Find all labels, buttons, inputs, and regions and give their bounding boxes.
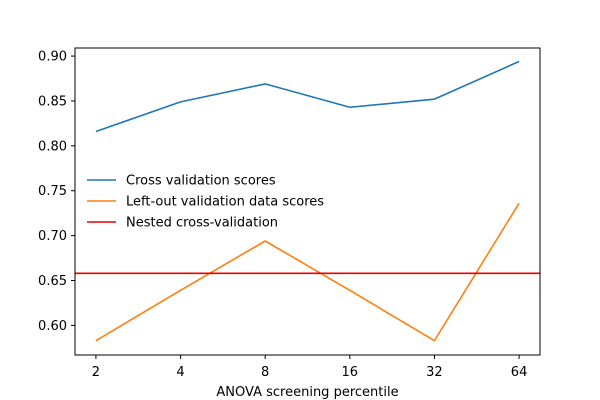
x-tick-label: 8: [261, 365, 269, 380]
y-tick-label: 0.60: [38, 319, 67, 334]
x-tick-label: 16: [342, 365, 359, 380]
x-tick-label: 2: [92, 365, 100, 380]
x-tick-label: 32: [426, 365, 443, 380]
y-tick-label: 0.65: [38, 274, 67, 289]
y-axis: 0.60 0.65 0.70 0.75 0.80 0.85 0.90: [38, 50, 75, 334]
series-layer: [75, 60, 540, 342]
y-tick-label: 0.75: [38, 184, 67, 199]
series-line-cross-validation-scores: [95, 60, 520, 133]
legend-label-cross-validation-scores: Cross validation scores: [126, 174, 276, 189]
legend-label-left-out-validation-data-scores: Left-out validation data scores: [126, 195, 324, 210]
legend: Cross validation scores Left-out validati…: [87, 174, 324, 231]
series-line-left-out-validation-data-scores: [95, 202, 520, 342]
x-tick-label: 4: [176, 365, 184, 380]
y-tick-label: 0.85: [38, 94, 67, 109]
y-tick-label: 0.70: [38, 229, 67, 244]
x-axis-label: ANOVA screening percentile: [216, 385, 398, 400]
x-axis: 2 4 8 16 32 64: [92, 355, 528, 380]
legend-label-nested-cross-validation: Nested cross-validation: [126, 216, 278, 231]
x-tick-label: 64: [511, 365, 528, 380]
y-tick-label: 0.80: [38, 139, 67, 154]
y-tick-label: 0.90: [38, 50, 67, 65]
plot-frame: [74, 47, 541, 356]
